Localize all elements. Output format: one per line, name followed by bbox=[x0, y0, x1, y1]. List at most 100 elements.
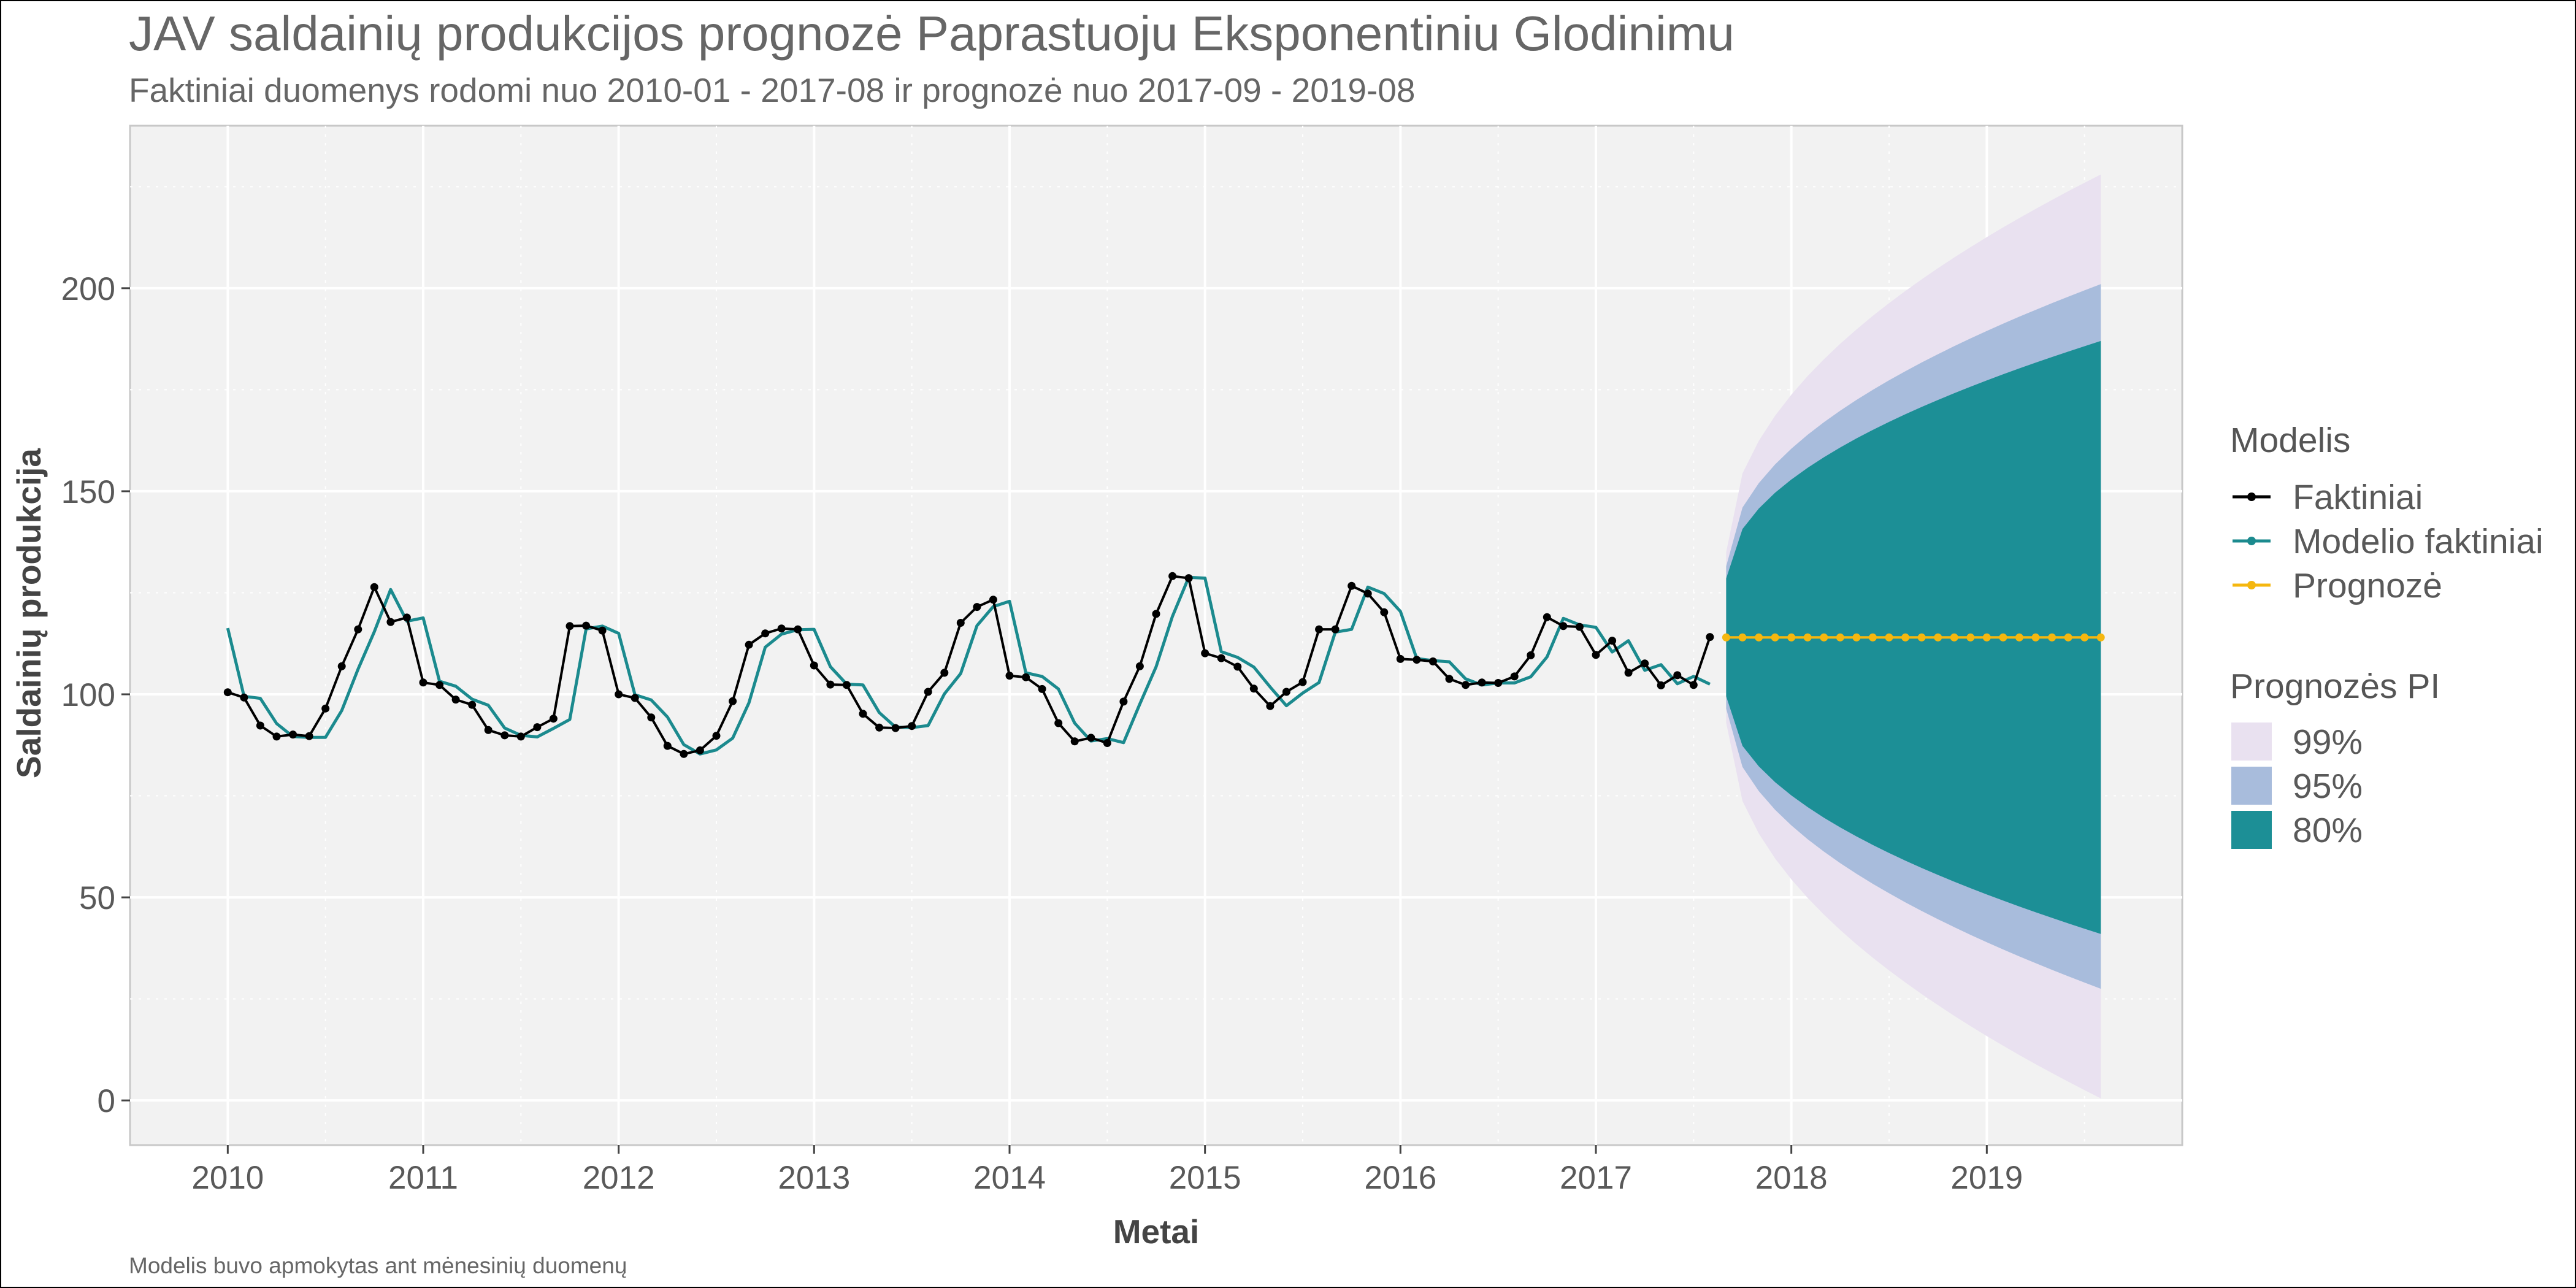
data-point-actual bbox=[631, 694, 639, 702]
data-point-actual bbox=[435, 681, 444, 689]
data-point-actual bbox=[582, 621, 591, 630]
data-point-actual bbox=[1070, 737, 1079, 746]
x-tick-label: 2013 bbox=[778, 1160, 850, 1196]
legend-item-label: Faktiniai bbox=[2293, 478, 2423, 517]
legend: Modelis Prognozės PI Faktiniai Modelio fa… bbox=[2230, 421, 2543, 850]
data-point-actual bbox=[1543, 613, 1551, 621]
y-axis-title: Saldainių produkcija bbox=[10, 448, 48, 778]
data-point-actual bbox=[1103, 739, 1111, 747]
data-point-actual bbox=[1168, 572, 1177, 580]
legend-swatch-point bbox=[2247, 537, 2256, 545]
data-point-actual bbox=[1152, 610, 1160, 618]
data-point-actual bbox=[1624, 669, 1633, 677]
data-point-actual bbox=[516, 732, 525, 741]
data-point-actual bbox=[908, 722, 916, 730]
data-point-forecast bbox=[1722, 633, 1730, 642]
data-point-actual bbox=[1266, 702, 1275, 710]
data-point-forecast bbox=[1982, 633, 1991, 642]
data-point-actual bbox=[500, 731, 509, 740]
x-tick-label: 2015 bbox=[1169, 1160, 1241, 1196]
data-point-actual bbox=[484, 726, 493, 734]
data-point-forecast bbox=[2080, 633, 2089, 642]
y-tick-label: 100 bbox=[61, 677, 115, 713]
legend-item-label: 95% bbox=[2293, 767, 2363, 806]
y-tick-label: 200 bbox=[61, 271, 115, 307]
data-point-actual bbox=[826, 680, 835, 689]
data-point-actual bbox=[1673, 671, 1682, 680]
data-point-actual bbox=[240, 693, 248, 702]
data-point-actual bbox=[451, 696, 460, 704]
data-point-actual bbox=[549, 715, 558, 723]
data-point-actual bbox=[615, 690, 623, 699]
data-point-actual bbox=[810, 661, 818, 670]
data-point-actual bbox=[940, 669, 949, 677]
data-point-actual bbox=[680, 749, 688, 758]
x-tick-label: 2011 bbox=[388, 1160, 458, 1196]
data-point-actual bbox=[1527, 651, 1535, 659]
data-point-forecast bbox=[1755, 633, 1763, 642]
x-tick-label: 2017 bbox=[1560, 1160, 1632, 1196]
y-axis-ticks: 0 50 100 150 200 bbox=[61, 271, 130, 1119]
data-point-actual bbox=[1005, 672, 1014, 680]
data-point-actual bbox=[1657, 681, 1665, 689]
data-point-forecast bbox=[1966, 633, 1975, 642]
data-point-forecast bbox=[1917, 633, 1926, 642]
y-tick-label: 0 bbox=[98, 1083, 115, 1119]
data-point-actual bbox=[402, 613, 411, 622]
data-point-actual bbox=[729, 697, 737, 705]
data-point-actual bbox=[565, 622, 574, 631]
data-point-actual bbox=[1380, 608, 1389, 616]
data-point-actual bbox=[354, 625, 362, 634]
data-point-actual bbox=[924, 688, 932, 696]
data-point-actual bbox=[1119, 697, 1128, 706]
data-point-actual bbox=[272, 732, 281, 741]
legend-title-pi: Prognozės PI bbox=[2230, 667, 2440, 706]
x-tick-label: 2016 bbox=[1364, 1160, 1436, 1196]
data-point-actual bbox=[1298, 678, 1307, 686]
legend-item-label: 99% bbox=[2293, 723, 2363, 762]
x-tick-label: 2012 bbox=[583, 1160, 655, 1196]
data-point-forecast bbox=[1885, 633, 1893, 642]
data-point-forecast bbox=[1901, 633, 1910, 642]
series-line-fitted bbox=[226, 575, 1711, 756]
legend-line-items: Faktiniai Modelio faktiniai Prognozė bbox=[2233, 478, 2543, 605]
data-point-actual bbox=[1413, 656, 1421, 664]
data-point-actual bbox=[1445, 675, 1454, 683]
data-point-actual bbox=[1478, 678, 1486, 687]
data-point-actual bbox=[1689, 681, 1698, 689]
data-point-actual bbox=[256, 721, 264, 730]
data-point-forecast bbox=[1820, 633, 1828, 642]
data-point-actual bbox=[419, 678, 427, 687]
data-point-actual bbox=[1462, 681, 1470, 689]
y-tick-label: 50 bbox=[79, 880, 115, 916]
x-axis-ticks: 2010 2011 2012 2013 2014 2015 2016 2017 2018 2019 bbox=[191, 1145, 2023, 1196]
chart-subtitle: Faktiniai duomenys rodomi nuo 2010-01 - … bbox=[129, 71, 1415, 109]
data-point-forecast bbox=[1771, 633, 1779, 642]
legend-item-label: 80% bbox=[2293, 811, 2363, 850]
data-point-actual bbox=[875, 723, 884, 732]
data-point-actual bbox=[1315, 625, 1324, 634]
data-point-actual bbox=[1510, 672, 1519, 681]
data-point-actual bbox=[1022, 673, 1030, 681]
data-point-actual bbox=[598, 626, 607, 635]
data-point-actual bbox=[973, 603, 981, 611]
data-point-actual bbox=[712, 732, 721, 740]
legend-swatch-point bbox=[2247, 493, 2256, 501]
chart-caption: Modelis buvo apmokytas ant mėnesinių duo… bbox=[129, 1253, 627, 1278]
data-point-actual bbox=[1249, 684, 1258, 693]
data-point-actual bbox=[1184, 574, 1193, 583]
data-point-actual bbox=[1706, 633, 1714, 642]
data-point-actual bbox=[1217, 654, 1225, 662]
data-point-actual bbox=[794, 625, 802, 634]
x-tick-label: 2010 bbox=[191, 1160, 264, 1196]
data-point-actual bbox=[989, 596, 997, 604]
data-point-actual bbox=[1233, 662, 1242, 671]
data-point-actual bbox=[1592, 651, 1600, 659]
data-point-actual bbox=[1135, 662, 1144, 670]
data-point-actual bbox=[1201, 649, 1209, 657]
data-point-forecast bbox=[2064, 633, 2072, 642]
data-point-forecast bbox=[1950, 633, 1958, 642]
data-point-actual bbox=[761, 629, 770, 638]
data-point-forecast bbox=[1999, 633, 2007, 642]
